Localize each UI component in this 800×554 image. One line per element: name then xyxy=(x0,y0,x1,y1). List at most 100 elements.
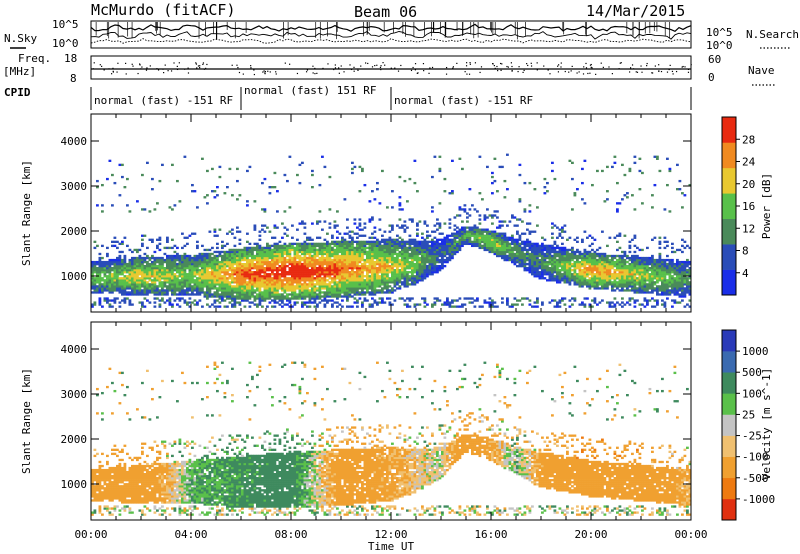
power-cell xyxy=(386,285,389,288)
power-cell xyxy=(346,293,349,296)
power-cell xyxy=(568,264,572,268)
power-cell xyxy=(273,281,277,284)
power-cell xyxy=(311,242,314,246)
power-cell xyxy=(526,240,529,243)
power-cell xyxy=(133,271,137,274)
power-cell xyxy=(186,303,189,306)
power-cell xyxy=(108,305,112,308)
power-cell xyxy=(301,256,304,260)
power-cell xyxy=(221,267,224,270)
power-cell xyxy=(251,281,254,284)
power-cell xyxy=(573,297,577,300)
power-cell xyxy=(316,305,319,308)
power-cell xyxy=(261,181,264,185)
power-cell xyxy=(156,285,159,288)
power-cell xyxy=(288,293,292,296)
power-cell xyxy=(471,232,474,235)
power-cell xyxy=(263,258,267,262)
power-cell xyxy=(576,254,579,258)
power-cell xyxy=(151,267,154,270)
power-cell xyxy=(221,264,224,268)
power-cell xyxy=(351,289,354,292)
power-cell xyxy=(356,277,359,280)
power-cell xyxy=(318,269,322,272)
power-cell xyxy=(421,258,424,262)
power-cell xyxy=(233,305,237,308)
power-cell xyxy=(508,250,512,254)
nave-point xyxy=(267,70,269,72)
power-cell xyxy=(576,283,579,286)
power-cell xyxy=(488,242,492,246)
power-cell xyxy=(181,269,184,272)
power-cell xyxy=(311,186,314,189)
power-cell xyxy=(346,273,349,276)
power-cell xyxy=(278,293,282,296)
power-cell xyxy=(493,305,497,308)
power-cell xyxy=(131,258,134,262)
power-cell xyxy=(356,254,359,258)
nave-point xyxy=(412,66,414,69)
power-cell xyxy=(118,264,122,268)
power-cell xyxy=(416,303,419,306)
power-cell xyxy=(333,287,337,290)
power-cell xyxy=(421,236,424,239)
power-cell xyxy=(166,275,169,278)
power-cell xyxy=(373,283,377,286)
power-cell xyxy=(293,262,297,266)
power-cell xyxy=(168,303,172,306)
power-cell xyxy=(401,283,404,286)
power-cell xyxy=(296,173,299,177)
power-cell xyxy=(276,256,279,260)
power-cell xyxy=(276,277,279,280)
power-cell xyxy=(561,269,564,272)
power-cell xyxy=(178,287,182,290)
nave-point xyxy=(108,68,110,70)
power-cell xyxy=(148,269,152,272)
power-cell xyxy=(153,291,157,294)
power-cell xyxy=(346,218,349,221)
power-cell xyxy=(571,275,574,278)
power-cell xyxy=(396,271,399,274)
power-cell xyxy=(388,252,392,256)
power-cell xyxy=(543,192,547,195)
power-cell xyxy=(303,267,307,270)
power-cell xyxy=(448,252,452,256)
power-cell xyxy=(286,246,289,250)
power-cell xyxy=(341,279,344,282)
power-cell xyxy=(281,252,284,256)
power-cell xyxy=(381,238,384,241)
power-cell xyxy=(281,301,284,304)
power-cell xyxy=(396,240,399,243)
power-cell xyxy=(218,279,222,282)
power-cell xyxy=(108,273,112,276)
power-cell xyxy=(458,305,462,308)
power-cell xyxy=(118,250,122,254)
nave-point xyxy=(600,62,602,64)
power-cell xyxy=(433,301,437,304)
power-cell xyxy=(448,192,452,195)
power-cell xyxy=(428,264,432,268)
power-cell xyxy=(548,267,552,270)
power-cell xyxy=(536,297,539,300)
power-cell xyxy=(421,242,424,246)
power-cell xyxy=(416,271,419,274)
power-cell xyxy=(516,238,519,241)
power-cell xyxy=(223,299,227,302)
power-cell xyxy=(183,299,187,302)
power-cell xyxy=(148,287,152,290)
power-cell xyxy=(116,262,119,266)
power-cell xyxy=(566,260,569,264)
power-cell xyxy=(318,252,322,256)
power-cell xyxy=(403,248,407,252)
power-cell xyxy=(566,273,569,276)
power-cell xyxy=(408,277,412,280)
power-cell xyxy=(393,279,397,282)
power-cell xyxy=(221,287,224,290)
power-cell xyxy=(111,269,114,272)
power-cell xyxy=(178,291,182,294)
power-cell xyxy=(193,190,197,193)
power-cell xyxy=(188,256,192,260)
power-cell xyxy=(411,267,414,270)
nave-point xyxy=(658,70,660,72)
power-cell xyxy=(136,287,139,290)
